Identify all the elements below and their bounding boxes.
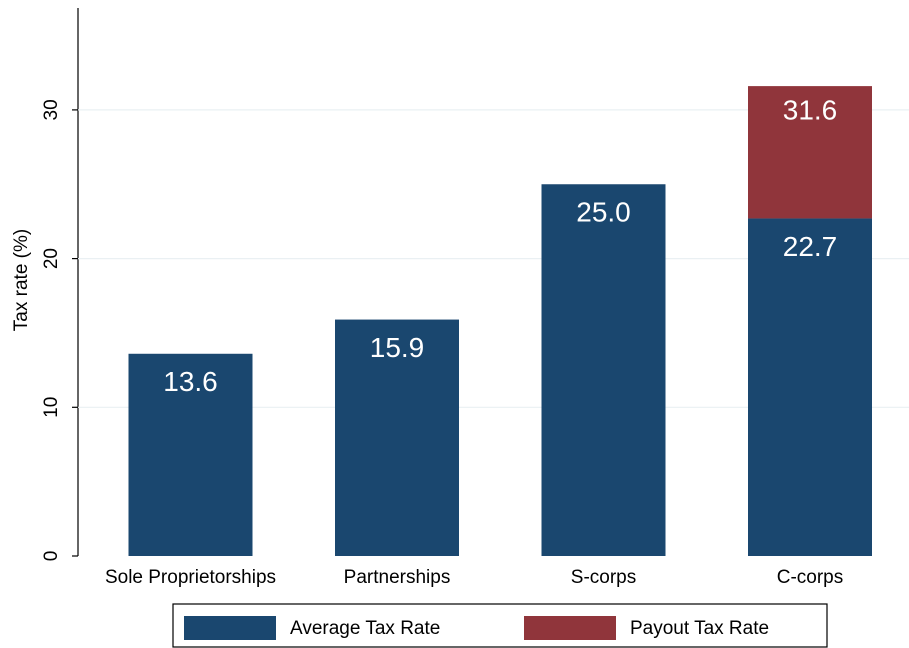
bar xyxy=(128,353,253,556)
y-tick-label: 10 xyxy=(41,397,62,418)
y-tick-label: 30 xyxy=(41,99,62,120)
bar xyxy=(748,218,872,557)
legend xyxy=(172,603,828,648)
y-tick-label: 0 xyxy=(41,551,62,562)
bar xyxy=(748,86,872,219)
legend-label: Payout Tax Rate xyxy=(630,618,769,639)
bar-label: 25.0 xyxy=(576,197,631,228)
x-tick-label: S-corps xyxy=(571,567,636,588)
legend-label: Average Tax Rate xyxy=(290,618,440,639)
legend-swatch xyxy=(524,616,616,640)
bar xyxy=(335,319,459,556)
bar-label: 22.7 xyxy=(783,231,838,262)
bar-label: 13.6 xyxy=(163,366,218,397)
y-tick-label: 20 xyxy=(41,248,62,269)
bar-label: 15.9 xyxy=(370,332,425,363)
bar xyxy=(541,184,666,556)
x-tick-label: Partnerships xyxy=(344,567,451,588)
total-label: 31.6 xyxy=(783,94,838,125)
x-tick-label: Sole Proprietorships xyxy=(105,567,276,588)
legend-swatch xyxy=(184,616,276,640)
x-tick-label: C-corps xyxy=(777,567,844,588)
y-axis-title: Tax rate (%) xyxy=(11,229,32,331)
